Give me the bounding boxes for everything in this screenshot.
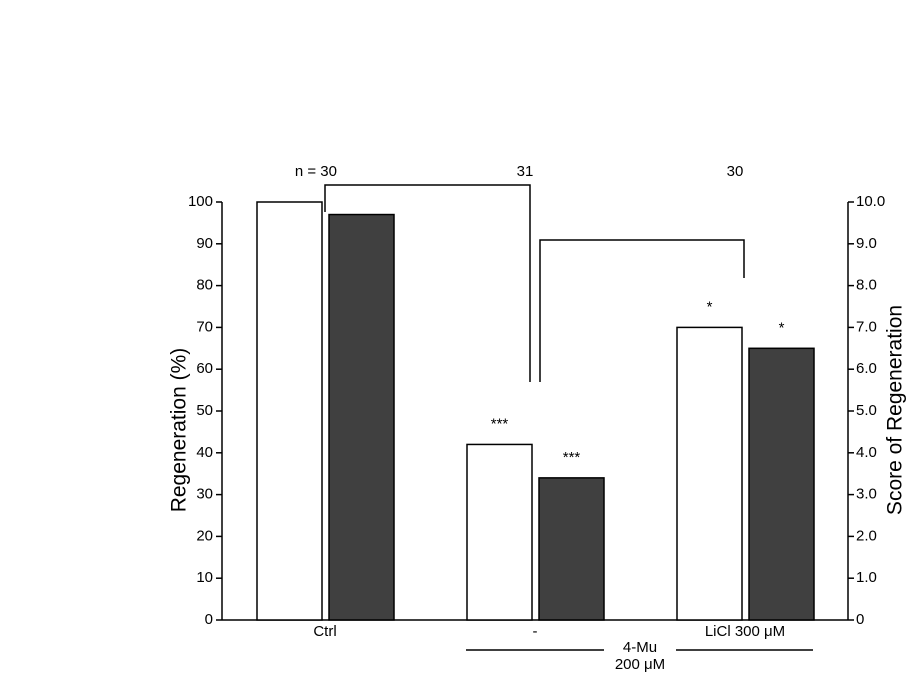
y2-tick-label: 5.0 xyxy=(856,402,877,419)
y-tick-label: 60 xyxy=(196,360,213,377)
bar xyxy=(466,443,533,621)
y2-tick-label: 4.0 xyxy=(856,444,877,461)
significance-label: *** xyxy=(491,415,509,432)
group-label: 4-Mu xyxy=(623,639,657,656)
y-tick-label: 100 xyxy=(188,193,213,210)
y-tick-label: 70 xyxy=(196,318,213,335)
x-tick-label: Ctrl xyxy=(313,623,336,640)
bar xyxy=(256,201,323,621)
y-axis-title: Regeneration (%) xyxy=(168,348,191,513)
y-tick-label: 90 xyxy=(196,235,213,252)
y-tick-label: 30 xyxy=(196,486,213,503)
n-label: 31 xyxy=(517,163,534,180)
x-tick-label: LiCl 300 μM xyxy=(705,623,785,640)
y-tick-label: 50 xyxy=(196,402,213,419)
y-tick-label: 0 xyxy=(205,611,213,628)
y-tick-label: 10 xyxy=(196,569,213,586)
y2-axis-title: Score of Regeneration xyxy=(884,305,907,515)
y2-tick-label: 10.0 xyxy=(856,193,885,210)
group-label: 200 μM xyxy=(615,656,665,673)
y2-tick-label: 2.0 xyxy=(856,527,877,544)
y2-tick-label: 6.0 xyxy=(856,360,877,377)
y2-tick-label: 3.0 xyxy=(856,486,877,503)
n-label: n = 30 xyxy=(295,163,337,180)
x-tick-label: - xyxy=(533,623,538,640)
significance-label: * xyxy=(707,298,713,315)
y2-tick-label: 8.0 xyxy=(856,277,877,294)
y-tick-label: 20 xyxy=(196,527,213,544)
y2-tick-label: 0 xyxy=(856,611,864,628)
bracket xyxy=(324,184,531,382)
bar xyxy=(676,326,743,621)
bar xyxy=(748,347,815,621)
significance-label: * xyxy=(779,319,785,336)
y2-tick-label: 7.0 xyxy=(856,318,877,335)
bar xyxy=(328,213,395,621)
y2-tick-label: 1.0 xyxy=(856,569,877,586)
y-tick-label: 40 xyxy=(196,444,213,461)
significance-label: *** xyxy=(563,449,581,466)
y-tick-label: 80 xyxy=(196,277,213,294)
y2-tick-label: 9.0 xyxy=(856,235,877,252)
bracket xyxy=(539,239,745,382)
bar xyxy=(538,477,605,621)
n-label: 30 xyxy=(727,163,744,180)
